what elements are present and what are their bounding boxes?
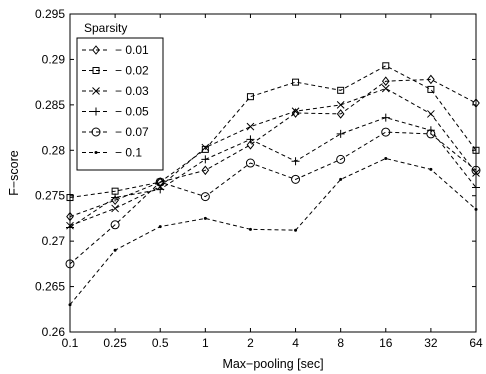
series-line-0.01 <box>69 78 477 218</box>
data-point-0.03-4 <box>291 107 300 116</box>
data-point-0.03-2 <box>246 122 255 131</box>
data-point-0.02-4 <box>292 78 300 86</box>
data-point-0.05-2 <box>246 135 255 144</box>
legend-label-0.02: − 0.02 <box>115 64 149 78</box>
y-tick-label: 0.285 <box>35 98 65 112</box>
data-point-0.05-8 <box>336 129 345 138</box>
data-point-0.07-1 <box>200 192 210 202</box>
data-point-0.1-0.5 <box>158 225 162 229</box>
x-tick-label: 0.25 <box>103 336 127 350</box>
series-line-0.05 <box>69 117 477 228</box>
data-point-0.01-1 <box>201 165 210 176</box>
x-tick-label: 4 <box>292 336 299 350</box>
data-point-0.05-0.25 <box>111 193 120 202</box>
data-point-0.1-2 <box>248 227 252 231</box>
x-tick-label: 32 <box>424 336 438 350</box>
x-tick-label: 64 <box>469 336 483 350</box>
series-lines <box>69 65 477 306</box>
data-point-0.01-2 <box>246 140 255 150</box>
data-point-0.07-8 <box>336 154 346 164</box>
data-point-0.01-16 <box>381 76 390 87</box>
y-axis-label: F−score <box>7 150 21 196</box>
series-line-0.1 <box>69 157 477 306</box>
data-point-0.05-16 <box>381 113 390 122</box>
x-tick-label: 16 <box>379 336 393 350</box>
data-point-0.07-16 <box>381 127 391 137</box>
plot-area-frame <box>69 13 477 333</box>
y-tick-label: 0.28 <box>42 143 66 157</box>
data-point-0.1-1 <box>203 216 207 220</box>
y-tick-label: 0.26 <box>42 325 66 339</box>
y-tick-label: 0.27 <box>42 234 66 248</box>
data-point-0.07-2 <box>245 158 255 168</box>
data-point-0.02-32 <box>427 85 435 93</box>
data-point-0.07-32 <box>426 129 436 139</box>
legend-box <box>76 37 164 171</box>
y-tick-label: 0.265 <box>35 280 65 294</box>
data-point-0.02-0.5 <box>156 178 164 186</box>
data-point-0.05-1 <box>201 155 210 164</box>
data-point-0.02-16 <box>382 62 390 70</box>
legend-title: Sparsity <box>84 21 127 35</box>
data-point-0.1-8 <box>339 177 343 181</box>
legend-marker-0.01 <box>92 45 100 55</box>
legend: Sparsity − 0.01− 0.02− 0.03− 0.05− 0.07−… <box>76 21 164 171</box>
data-point-0.05-4 <box>291 157 300 166</box>
data-point-0.1-16 <box>384 156 388 160</box>
data-point-0.01-8 <box>336 109 345 119</box>
data-point-0.07-4 <box>291 174 301 184</box>
data-point-0.1-0.25 <box>113 248 117 252</box>
data-point-0.03-16 <box>381 84 390 93</box>
data-point-0.1-32 <box>429 167 433 171</box>
data-point-0.07-0.5 <box>155 177 165 187</box>
legend-marker-0.1 <box>94 151 98 154</box>
legend-label-0.03: − 0.03 <box>115 84 149 98</box>
legend-marker-0.07 <box>91 127 101 137</box>
data-point-0.01-0.25 <box>111 195 119 206</box>
y-axis-ticks: 0.26 0.265 0.27 0.275 0.28 0.285 0.29 0.295 <box>35 7 476 339</box>
y-tick-label: 0.275 <box>35 189 65 203</box>
legend-label-0.01: − 0.01 <box>115 43 149 57</box>
legend-marker-0.03 <box>92 87 100 95</box>
x-tick-label: 2 <box>247 336 254 350</box>
y-tick-label: 0.295 <box>35 7 65 21</box>
data-point-0.01-4 <box>291 108 300 118</box>
y-tick-label: 0.29 <box>42 52 66 66</box>
data-point-0.1-4 <box>294 228 298 232</box>
data-point-0.03-0.25 <box>111 204 119 213</box>
data-point-0.02-2 <box>246 93 254 101</box>
data-point-0.05-0.5 <box>156 185 165 194</box>
x-tick-label: 1 <box>202 336 209 350</box>
data-point-0.07-0.25 <box>110 220 120 230</box>
series-line-0.02 <box>69 65 477 198</box>
data-point-0.02-1 <box>201 145 209 153</box>
x-tick-label: 8 <box>337 336 344 350</box>
x-tick-label: 0.5 <box>152 336 169 350</box>
x-axis-ticks: 0.1 0.25 0.5 1 2 4 8 16 32 64 <box>62 14 483 350</box>
legend-label-0.1: − 0.1 <box>115 146 142 160</box>
data-point-0.03-32 <box>427 110 435 118</box>
data-point-0.02-8 <box>337 86 345 94</box>
legend-marker-0.05 <box>92 107 100 116</box>
data-point-0.03-8 <box>336 101 345 109</box>
legend-label-0.07: − 0.07 <box>115 125 149 139</box>
legend-label-0.05: − 0.05 <box>115 105 149 119</box>
x-tick-label: 0.1 <box>62 336 79 350</box>
data-point-0.01-32 <box>427 74 435 85</box>
legend-items: − 0.01 − 0.02 − 0.03 − 0.05 − 0.07 − 0.1 <box>82 43 149 160</box>
x-axis-label: Max−pooling [sec] <box>222 357 323 371</box>
data-point-0.03-1 <box>201 143 210 152</box>
legend-marker-0.02 <box>92 67 100 74</box>
series-line-0.03 <box>69 87 477 227</box>
